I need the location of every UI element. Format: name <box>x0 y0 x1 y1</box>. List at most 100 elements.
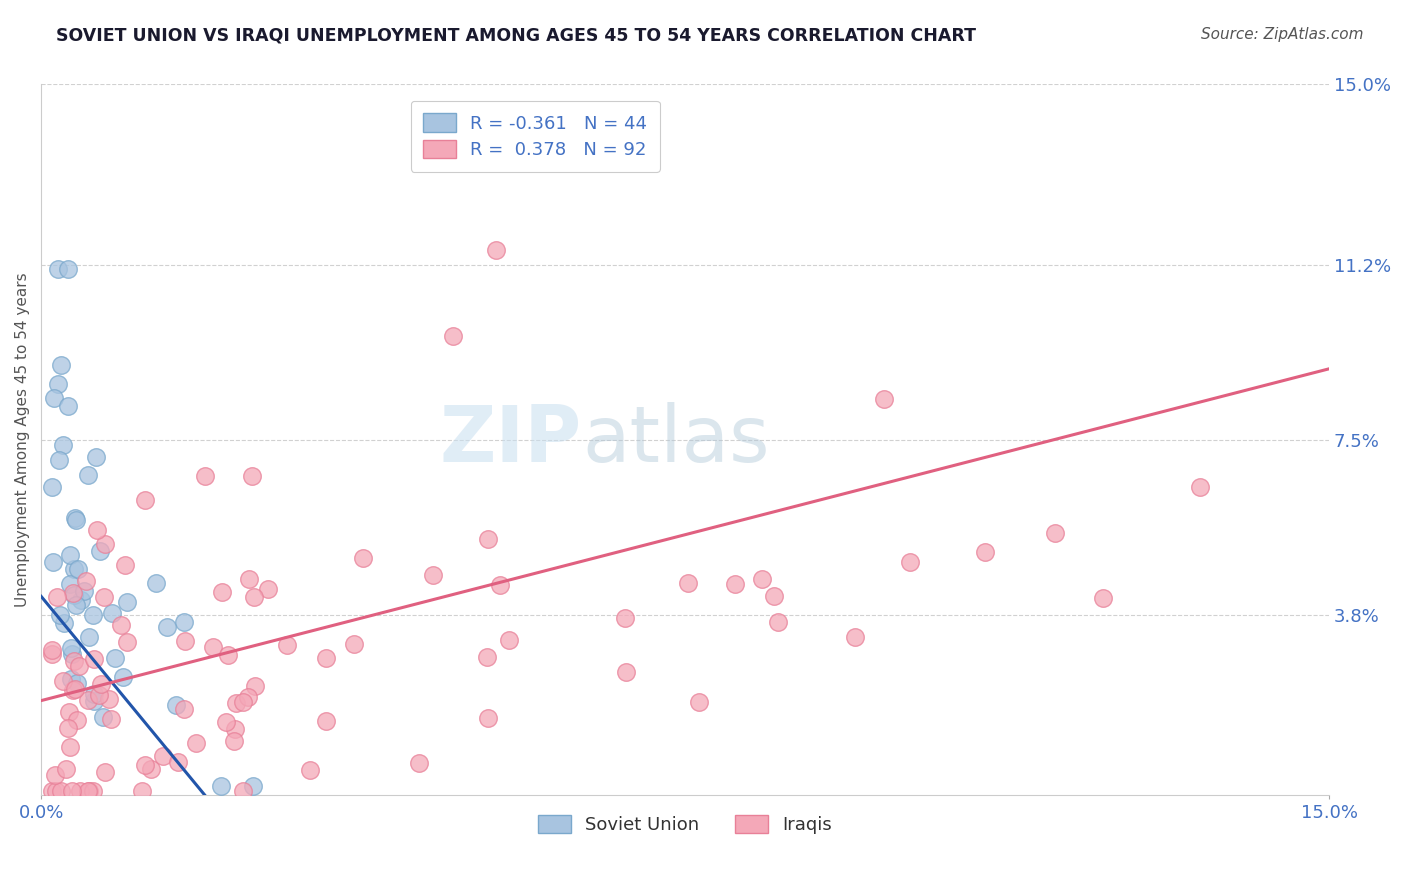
Point <box>41 647 63 661</box>
Point <box>232 783 254 797</box>
Point <box>93 590 115 604</box>
Point <box>873 392 896 407</box>
Point <box>76 693 98 707</box>
Point <box>59 640 82 655</box>
Point <box>75 574 97 588</box>
Point <box>477 532 499 546</box>
Point <box>173 615 195 630</box>
Point <box>90 677 112 691</box>
Point <box>110 617 132 632</box>
Point <box>145 575 167 590</box>
Point <box>243 679 266 693</box>
Point <box>488 577 510 591</box>
Point <box>103 651 125 665</box>
Point <box>65 510 87 524</box>
Point <box>186 736 208 750</box>
Point <box>84 450 107 464</box>
Point <box>65 513 87 527</box>
Text: SOVIET UNION VS IRAQI UNEMPLOYMENT AMONG AGES 45 TO 54 YEARS CORRELATION CHART: SOVIET UNION VS IRAQI UNEMPLOYMENT AMONG… <box>56 27 976 45</box>
Point <box>83 687 105 701</box>
Point <box>844 630 866 644</box>
Point <box>62 783 84 797</box>
Point <box>498 633 520 648</box>
Point <box>174 634 197 648</box>
Point <box>69 783 91 797</box>
Point <box>49 358 72 372</box>
Point <box>97 692 120 706</box>
Point <box>82 608 104 623</box>
Point <box>41 783 63 797</box>
Point <box>152 748 174 763</box>
Text: atlas: atlas <box>582 402 769 478</box>
Point <box>422 568 444 582</box>
Point <box>242 779 264 793</box>
Point <box>52 437 75 451</box>
Point <box>53 616 76 631</box>
Point <box>59 549 82 563</box>
Point <box>52 673 75 688</box>
Point <box>134 493 156 508</box>
Y-axis label: Unemployment Among Ages 45 to 54 years: Unemployment Among Ages 45 to 54 years <box>15 273 30 607</box>
Point <box>59 740 82 755</box>
Point <box>225 696 247 710</box>
Point <box>222 734 245 748</box>
Point <box>58 262 80 277</box>
Point <box>45 783 67 797</box>
Point <box>238 690 260 704</box>
Point <box>63 588 86 602</box>
Point <box>257 582 280 597</box>
Point <box>1189 480 1212 494</box>
Point <box>58 400 80 414</box>
Point <box>60 647 83 661</box>
Point <box>58 705 80 719</box>
Point <box>66 675 89 690</box>
Point <box>82 783 104 797</box>
Point <box>41 642 63 657</box>
Point <box>115 595 138 609</box>
Point <box>298 763 321 777</box>
Point <box>56 721 79 735</box>
Point <box>477 650 499 665</box>
Point <box>141 762 163 776</box>
Point <box>86 523 108 537</box>
Point <box>44 767 66 781</box>
Point <box>94 537 117 551</box>
Point <box>194 468 217 483</box>
Point <box>94 764 117 779</box>
Point <box>66 713 89 727</box>
Point <box>974 544 997 558</box>
Point <box>41 480 63 494</box>
Point <box>55 762 77 776</box>
Point <box>89 688 111 702</box>
Point <box>112 670 135 684</box>
Point <box>89 543 111 558</box>
Point <box>156 620 179 634</box>
Point <box>44 391 66 405</box>
Point <box>115 635 138 649</box>
Point <box>315 714 337 728</box>
Point <box>243 590 266 604</box>
Point <box>408 756 430 770</box>
Point <box>83 694 105 708</box>
Point <box>352 551 374 566</box>
Point <box>67 659 90 673</box>
Point <box>62 586 84 600</box>
Point <box>165 698 187 712</box>
Point <box>59 577 82 591</box>
Point <box>49 607 72 622</box>
Text: ZIP: ZIP <box>440 402 582 478</box>
Point <box>134 758 156 772</box>
Point <box>67 562 90 576</box>
Point <box>1043 526 1066 541</box>
Point <box>77 467 100 482</box>
Point <box>676 576 699 591</box>
Point <box>240 469 263 483</box>
Point <box>91 710 114 724</box>
Point <box>211 584 233 599</box>
Point <box>614 665 637 679</box>
Point <box>201 640 224 654</box>
Point <box>763 589 786 603</box>
Point <box>723 577 745 591</box>
Point <box>63 655 86 669</box>
Point <box>62 683 84 698</box>
